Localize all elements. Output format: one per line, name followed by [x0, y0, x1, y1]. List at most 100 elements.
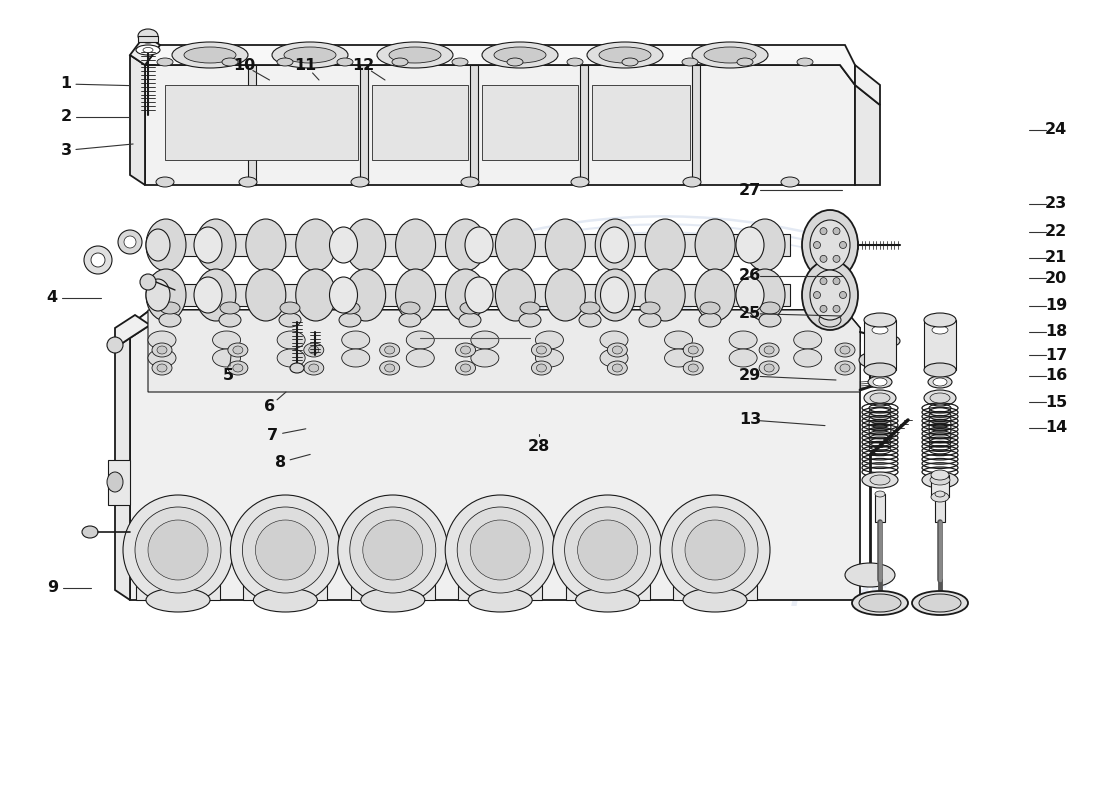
- Bar: [673, 562, 757, 600]
- Ellipse shape: [157, 58, 173, 66]
- Polygon shape: [865, 360, 874, 370]
- Bar: [565, 562, 650, 600]
- Text: 26: 26: [739, 269, 761, 283]
- Ellipse shape: [537, 364, 547, 372]
- Ellipse shape: [148, 520, 208, 580]
- Ellipse shape: [146, 588, 210, 612]
- Ellipse shape: [736, 227, 764, 263]
- Ellipse shape: [595, 269, 636, 321]
- Ellipse shape: [123, 495, 233, 605]
- Ellipse shape: [745, 269, 785, 321]
- Ellipse shape: [704, 47, 756, 63]
- Ellipse shape: [764, 364, 774, 372]
- Ellipse shape: [924, 313, 956, 327]
- Ellipse shape: [135, 507, 221, 593]
- Text: 27: 27: [739, 183, 761, 198]
- Ellipse shape: [459, 313, 481, 327]
- Ellipse shape: [280, 302, 300, 314]
- Polygon shape: [138, 36, 158, 42]
- Ellipse shape: [279, 313, 301, 327]
- Ellipse shape: [124, 236, 136, 248]
- Ellipse shape: [212, 349, 241, 367]
- Ellipse shape: [600, 47, 651, 63]
- Ellipse shape: [107, 472, 123, 492]
- Ellipse shape: [157, 346, 167, 354]
- Ellipse shape: [230, 495, 340, 605]
- Ellipse shape: [601, 277, 628, 313]
- Ellipse shape: [930, 475, 950, 485]
- Bar: [148, 234, 790, 256]
- Ellipse shape: [152, 343, 172, 357]
- Ellipse shape: [385, 364, 395, 372]
- Ellipse shape: [798, 58, 813, 66]
- Ellipse shape: [575, 588, 639, 612]
- Bar: [459, 562, 542, 600]
- Ellipse shape: [455, 343, 475, 357]
- Bar: [482, 85, 578, 160]
- Ellipse shape: [764, 346, 774, 354]
- Text: 23: 23: [1045, 197, 1067, 211]
- Text: 22: 22: [1045, 225, 1067, 239]
- Ellipse shape: [683, 588, 747, 612]
- Ellipse shape: [607, 343, 627, 357]
- Ellipse shape: [833, 278, 840, 285]
- Ellipse shape: [683, 177, 701, 187]
- Ellipse shape: [833, 255, 840, 262]
- Ellipse shape: [683, 343, 703, 357]
- Ellipse shape: [495, 269, 536, 321]
- Ellipse shape: [536, 331, 563, 349]
- Ellipse shape: [172, 42, 248, 68]
- Ellipse shape: [339, 313, 361, 327]
- Polygon shape: [145, 65, 855, 185]
- Ellipse shape: [146, 219, 186, 271]
- Ellipse shape: [874, 491, 886, 497]
- Ellipse shape: [840, 346, 850, 354]
- Polygon shape: [692, 65, 700, 185]
- Ellipse shape: [143, 47, 153, 53]
- Ellipse shape: [345, 269, 386, 321]
- Ellipse shape: [933, 378, 947, 386]
- Ellipse shape: [519, 313, 541, 327]
- Ellipse shape: [148, 349, 176, 367]
- Ellipse shape: [361, 588, 425, 612]
- Ellipse shape: [564, 507, 650, 593]
- Ellipse shape: [82, 526, 98, 538]
- Ellipse shape: [552, 495, 662, 605]
- Ellipse shape: [379, 343, 399, 357]
- Text: 28: 28: [528, 439, 550, 454]
- Text: 21: 21: [1045, 250, 1067, 265]
- Ellipse shape: [870, 475, 890, 485]
- Ellipse shape: [396, 219, 436, 271]
- Ellipse shape: [272, 42, 348, 68]
- Text: eurospares: eurospares: [506, 283, 770, 325]
- Ellipse shape: [640, 302, 660, 314]
- Ellipse shape: [613, 364, 623, 372]
- Ellipse shape: [458, 507, 543, 593]
- Ellipse shape: [233, 364, 243, 372]
- Ellipse shape: [873, 378, 887, 386]
- Ellipse shape: [737, 58, 754, 66]
- Ellipse shape: [406, 349, 434, 367]
- Ellipse shape: [482, 42, 558, 68]
- Polygon shape: [116, 338, 130, 600]
- Text: 18: 18: [1045, 325, 1067, 339]
- Ellipse shape: [859, 594, 901, 612]
- Text: 7: 7: [267, 428, 278, 442]
- Ellipse shape: [471, 331, 499, 349]
- Ellipse shape: [337, 58, 353, 66]
- Ellipse shape: [579, 313, 601, 327]
- Bar: [931, 475, 949, 497]
- Text: 6: 6: [264, 399, 275, 414]
- Text: 20: 20: [1045, 271, 1067, 286]
- Text: 1: 1: [60, 77, 72, 91]
- Ellipse shape: [794, 349, 822, 367]
- Ellipse shape: [228, 343, 248, 357]
- Ellipse shape: [460, 302, 480, 314]
- Ellipse shape: [446, 495, 556, 605]
- Ellipse shape: [399, 313, 421, 327]
- Ellipse shape: [912, 591, 968, 615]
- Ellipse shape: [536, 349, 563, 367]
- Polygon shape: [855, 65, 880, 105]
- Ellipse shape: [931, 492, 949, 502]
- Ellipse shape: [833, 228, 840, 234]
